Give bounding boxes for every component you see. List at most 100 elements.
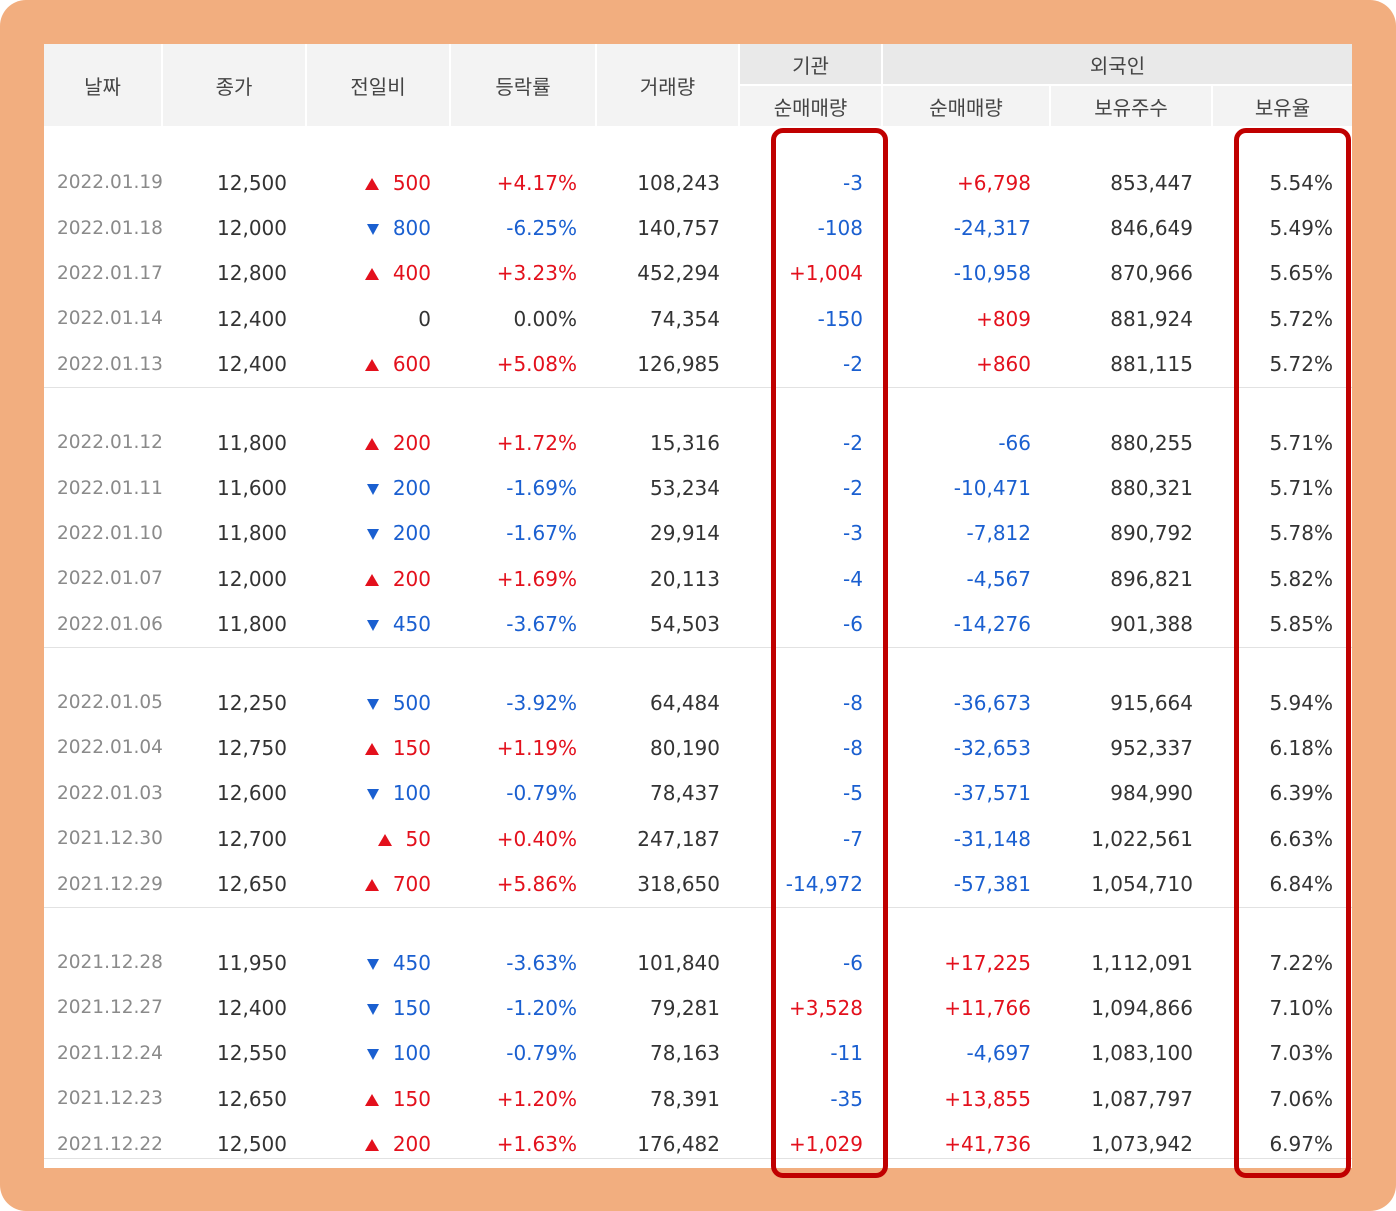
close-cell: 12,650 xyxy=(217,872,287,897)
table-row[interactable]: 2022.01.19 12,500 500 +4.17% 108,243 -3 +6,798… xyxy=(44,160,1352,205)
volume-cell: 126,985 xyxy=(637,352,720,377)
frgn-net-cell: +809 xyxy=(976,306,1031,331)
table-row[interactable]: 2021.12.24 12,550 100 -0.79% 78,163 -11 -4,697… xyxy=(44,1031,1352,1076)
frgn-ratio-cell: 5.78% xyxy=(1269,521,1333,546)
volume-cell: 101,840 xyxy=(637,950,720,975)
triangle-down-icon xyxy=(366,958,379,970)
frgn-shares-cell: 880,321 xyxy=(1110,476,1193,501)
triangle-up-icon xyxy=(377,833,392,846)
date-cell: 2021.12.22 xyxy=(57,1133,163,1155)
change-value: 200 xyxy=(392,476,431,501)
trading-table-panel: 날짜 종가 전일비 등락률 거래량 기관 외국인 순매매량 순매매량 보유주수 … xyxy=(44,44,1352,1168)
table-row[interactable]: 2021.12.27 12,400 150 -1.20% 79,281 +3,528 +11… xyxy=(44,985,1352,1030)
inst-net-cell: -3 xyxy=(843,170,863,195)
frgn-net-cell: -4,697 xyxy=(966,1041,1031,1066)
close-cell: 12,600 xyxy=(217,781,287,806)
change-cell: 150 xyxy=(306,985,450,1030)
rate-cell: -0.79% xyxy=(506,781,577,806)
table-row[interactable]: 2022.01.12 11,800 200 +1.72% 15,316 -2 -66 880,… xyxy=(44,420,1352,465)
inst-net-cell: -6 xyxy=(843,950,863,975)
header-frgn-net[interactable]: 순매매량 xyxy=(882,85,1051,128)
spacer-cell xyxy=(44,1167,1352,1168)
header-frgn-shares[interactable]: 보유주수 xyxy=(1050,85,1213,128)
volume-cell: 78,163 xyxy=(650,1041,720,1066)
change-cell: 50 xyxy=(306,816,450,861)
frgn-net-cell: -36,673 xyxy=(953,690,1031,715)
header-change[interactable]: 전일비 xyxy=(306,44,451,128)
date-cell: 2021.12.23 xyxy=(57,1088,163,1110)
date-cell: 2022.01.10 xyxy=(57,522,163,544)
volume-cell: 53,234 xyxy=(650,476,720,501)
table-row[interactable]: 2022.01.03 12,600 100 -0.79% 78,437 -5 -37,571… xyxy=(44,771,1352,816)
change-value: 200 xyxy=(392,521,431,546)
triangle-up-icon xyxy=(364,879,379,892)
frgn-ratio-cell: 7.22% xyxy=(1269,950,1333,975)
frgn-ratio-cell: 5.72% xyxy=(1269,306,1333,331)
change-cell: 700 xyxy=(306,861,450,907)
triangle-up-icon xyxy=(364,1139,379,1152)
frgn-shares-cell: 1,054,710 xyxy=(1091,872,1193,897)
rate-cell: -1.67% xyxy=(506,521,577,546)
group-spacer xyxy=(44,906,1352,940)
frgn-ratio-cell: 5.94% xyxy=(1269,690,1333,715)
table-row[interactable]: 2022.01.06 11,800 450 -3.67% 54,503 -6 -14,276… xyxy=(44,602,1352,648)
change-cell: 200 xyxy=(306,511,450,556)
header-close[interactable]: 종가 xyxy=(162,44,307,128)
change-value: 200 xyxy=(392,566,431,591)
table-row[interactable]: 2021.12.23 12,650 150 +1.20% 78,391 -35 +13,85… xyxy=(44,1076,1352,1121)
close-cell: 11,600 xyxy=(217,476,287,501)
table-row[interactable]: 2022.01.07 12,000 200 +1.69% 20,113 -4 -4,567 8… xyxy=(44,556,1352,601)
date-cell: 2022.01.11 xyxy=(57,477,163,499)
spacer-cell xyxy=(44,646,1352,680)
table-row[interactable]: 2021.12.29 12,650 700 +5.86% 318,650 -14,972 -… xyxy=(44,861,1352,907)
table-row[interactable]: 2022.01.05 12,250 500 -3.92% 64,484 -8 -36,673… xyxy=(44,680,1352,725)
frgn-ratio-cell: 5.82% xyxy=(1269,566,1333,591)
header-rate[interactable]: 등락률 xyxy=(450,44,597,128)
group-spacer xyxy=(44,1167,1352,1168)
change-cell: 200 xyxy=(306,465,450,510)
table-row[interactable]: 2021.12.30 12,700 50 +0.40% 247,187 -7 -31,148… xyxy=(44,816,1352,861)
triangle-up-icon xyxy=(364,573,379,586)
change-value: 200 xyxy=(392,1132,431,1157)
frgn-net-cell: -4,567 xyxy=(966,566,1031,591)
header-date[interactable]: 날짜 xyxy=(44,44,163,128)
table-row[interactable]: 2022.01.10 11,800 200 -1.67% 29,914 -3 -7,812 8… xyxy=(44,511,1352,556)
highlight-institution-column xyxy=(771,128,888,1178)
table-row[interactable]: 2022.01.11 11,600 200 -1.69% 53,234 -2 -10,471… xyxy=(44,465,1352,510)
frgn-shares-cell: 846,649 xyxy=(1110,216,1193,241)
change-cell: 100 xyxy=(306,1031,450,1076)
triangle-up-icon xyxy=(364,268,379,281)
table-row[interactable]: 2022.01.18 12,000 800 -6.25% 140,757 -108 -24,… xyxy=(44,205,1352,250)
frgn-net-cell: -32,653 xyxy=(953,735,1031,760)
table-row[interactable]: 2022.01.17 12,800 400 +3.23% 452,294 +1,004 -1… xyxy=(44,251,1352,296)
inst-net-cell: -3 xyxy=(843,521,863,546)
triangle-up-icon xyxy=(364,1093,379,1106)
rate-cell: +1.63% xyxy=(496,1132,577,1157)
change-value: 150 xyxy=(392,995,431,1020)
header-frgn-ratio[interactable]: 보유율 xyxy=(1212,85,1352,128)
frgn-ratio-cell: 6.39% xyxy=(1269,781,1333,806)
frgn-ratio-cell: 5.71% xyxy=(1269,430,1333,455)
close-cell: 12,000 xyxy=(217,216,287,241)
table-row[interactable]: 2021.12.22 12,500 200 +1.63% 176,482 +1,029 +4… xyxy=(44,1121,1352,1166)
change-cell: 500 xyxy=(306,160,450,205)
inst-net-cell: -150 xyxy=(817,306,863,331)
table-row[interactable]: 2021.12.28 11,950 450 -3.63% 101,840 -6 +17,22… xyxy=(44,940,1352,985)
change-cell: 400 xyxy=(306,251,450,296)
volume-cell: 20,113 xyxy=(650,566,720,591)
header-volume[interactable]: 거래량 xyxy=(596,44,740,128)
frgn-shares-cell: 984,990 xyxy=(1110,781,1193,806)
frgn-ratio-cell: 6.97% xyxy=(1269,1132,1333,1157)
close-cell: 11,950 xyxy=(217,950,287,975)
close-cell: 12,550 xyxy=(217,1041,287,1066)
frgn-shares-cell: 881,115 xyxy=(1110,352,1193,377)
frgn-net-cell: -31,148 xyxy=(953,826,1031,851)
change-cell: 200 xyxy=(306,1121,450,1166)
change-value: 700 xyxy=(392,872,431,897)
frgn-net-cell: +860 xyxy=(976,352,1031,377)
table-row[interactable]: 2022.01.13 12,400 600 +5.08% 126,985 -2 +860 88… xyxy=(44,342,1352,388)
table-row[interactable]: 2022.01.14 12,400 0 0.00% 74,354 -150 +809 881,… xyxy=(44,296,1352,341)
table-row[interactable]: 2022.01.04 12,750 150 +1.19% 80,190 -8 -32,653… xyxy=(44,725,1352,770)
header-inst-net[interactable]: 순매매량 xyxy=(739,85,883,128)
inst-net-cell: -7 xyxy=(843,826,863,851)
